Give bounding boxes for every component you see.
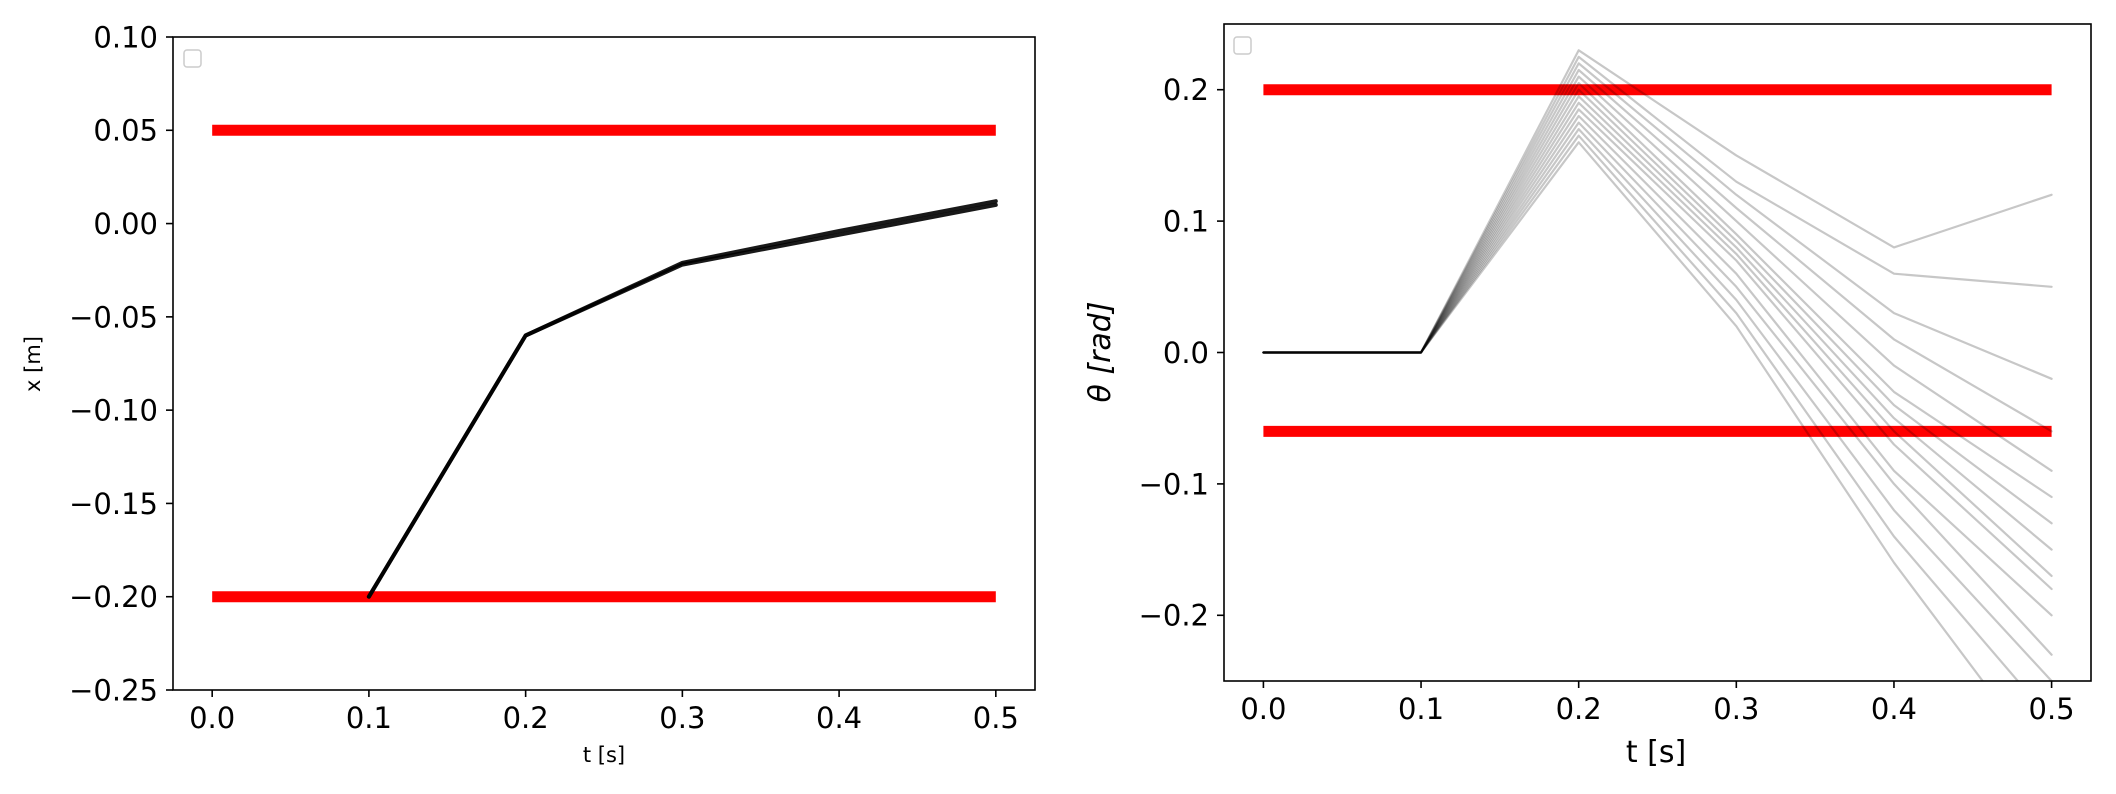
- y-tick-label: 0.10: [93, 20, 158, 54]
- trajectory-line: [1262, 134, 2020, 681]
- trajectory-line: [366, 199, 998, 599]
- trajectory-line: [1262, 49, 2053, 354]
- x-axis-label: t [s]: [583, 743, 625, 767]
- trajectory-line: [1262, 141, 1985, 681]
- x-tick-label: 0.0: [189, 701, 235, 735]
- x-tick-label: 0.1: [346, 701, 392, 735]
- trajectory-line: [1262, 81, 2053, 499]
- x-tick-label: 0.4: [1871, 692, 1917, 726]
- y-tick-label: 0.00: [93, 207, 158, 241]
- x-tick-label: 0.4: [816, 701, 862, 735]
- y-tick-label: −0.1: [1139, 467, 1209, 501]
- y-axis-label: x [m]: [21, 336, 45, 392]
- y-tick-label: −0.2: [1139, 599, 1209, 633]
- trajectory-line: [1262, 101, 2053, 578]
- trajectory-line: [1262, 128, 2053, 681]
- x-tick-label: 0.3: [659, 701, 705, 735]
- theta-angle-plot: 0.0 0.1 0.2 0.3 0.4 0.5 0.2 0.1 0.0 −0.1 −0.2 t […: [1083, 23, 2092, 770]
- trajectory-line: [1262, 68, 2053, 433]
- trajectory-line: [1262, 114, 2053, 617]
- x-tick-label: 0.2: [503, 701, 549, 735]
- trajectory-line: [1262, 88, 2053, 525]
- trajectory-line: [1262, 55, 2053, 354]
- plot-frame: [172, 36, 1036, 691]
- x-tick-label: 0.5: [2029, 692, 2075, 726]
- y-tick-label: −0.15: [69, 487, 158, 521]
- trajectory-line: [1262, 75, 2053, 472]
- y-tick-label: −0.10: [69, 394, 158, 428]
- x-tick-label: 0.1: [1398, 692, 1444, 726]
- y-axis-label: θ [rad]: [1083, 301, 1118, 402]
- x-position-plot: 0.0 0.1 0.2 0.3 0.4 0.5 0.10 0.05 0.00 −0.05 −0.1…: [21, 20, 1036, 767]
- x-tick-label: 0.5: [973, 701, 1019, 735]
- trajectory-line: [1262, 108, 2053, 591]
- y-tick-label: −0.05: [69, 300, 158, 334]
- y-tick-label: 0.0: [1163, 336, 1209, 370]
- trajectory-line: [1262, 62, 2053, 380]
- x-tick-label: 0.3: [1713, 692, 1759, 726]
- y-tick-label: 0.2: [1163, 73, 1209, 107]
- x-tick-label: 0.0: [1240, 692, 1286, 726]
- y-tick-label: 0.05: [93, 114, 158, 148]
- legend-box: [1233, 36, 1252, 55]
- x-axis-label: t [s]: [1626, 735, 1686, 770]
- y-tick-label: −0.25: [69, 673, 158, 707]
- trajectory-line: [366, 202, 998, 599]
- trajectory-line: [1262, 95, 2053, 551]
- trajectory-line: [1262, 121, 2053, 656]
- y-tick-label: 0.1: [1163, 205, 1209, 239]
- legend-box: [183, 49, 202, 68]
- x-tick-label: 0.2: [1556, 692, 1602, 726]
- y-tick-label: −0.20: [69, 580, 158, 614]
